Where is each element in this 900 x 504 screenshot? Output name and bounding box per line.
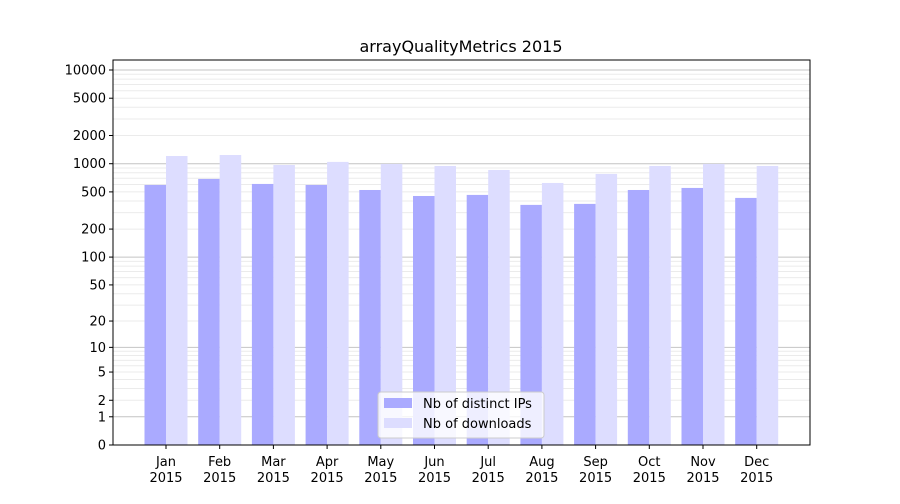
x-tick-label: Jan: [155, 455, 176, 470]
bar-ips: [413, 195, 435, 445]
bar-ips: [198, 178, 220, 446]
bar-ips: [251, 183, 274, 445]
bar-downloads: [595, 173, 618, 445]
legend-label: Nb of downloads: [423, 417, 532, 432]
y-tick-label: 0: [98, 439, 106, 454]
bar-ips: [681, 187, 703, 445]
legend-box: [377, 391, 545, 439]
bar-downloads: [166, 155, 188, 445]
bar-downloads: [541, 182, 564, 445]
legend-label: Nb of distinct IPs: [423, 397, 532, 412]
y-tick-label: 500: [81, 185, 106, 200]
bar-downloads: [703, 163, 725, 445]
bar-downloads: [488, 169, 510, 445]
bar-ips: [627, 189, 650, 445]
bar-ips: [466, 194, 489, 445]
bar-downloads: [434, 165, 456, 445]
y-tick-label: 200: [81, 223, 106, 238]
y-tick-label: 50: [89, 278, 106, 293]
bar-downloads: [219, 154, 242, 446]
x-tick-label: 2015: [149, 471, 182, 486]
x-tick-label: 2015: [686, 471, 719, 486]
y-tick-label: 10000: [65, 63, 106, 78]
y-tick-label: 1: [98, 410, 106, 425]
x-tick-label: Oct: [638, 455, 660, 470]
x-tick-label: Nov: [690, 455, 716, 470]
legend-swatch: [384, 398, 412, 408]
x-tick-label: May: [367, 455, 394, 470]
x-tick-label: Dec: [744, 455, 769, 470]
x-tick-label: 2015: [311, 471, 344, 486]
bar-ips: [574, 203, 596, 445]
x-tick-label: Aug: [529, 455, 554, 470]
x-tick-label: Jun: [423, 455, 444, 470]
x-tick-label: 2015: [579, 471, 612, 486]
x-tick-label: 2015: [525, 471, 558, 486]
y-tick-label: 20: [89, 315, 106, 330]
bar-downloads: [273, 164, 295, 445]
x-tick-label: 2015: [203, 471, 236, 486]
x-tick-label: Sep: [583, 455, 608, 470]
bar-ips: [735, 197, 757, 445]
x-tick-label: Mar: [261, 455, 286, 470]
y-tick-label: 2000: [73, 129, 106, 144]
bar-ips: [359, 189, 381, 445]
x-tick-label: 2015: [472, 471, 505, 486]
y-tick-label: 2: [98, 394, 106, 409]
bar-ips: [144, 184, 166, 445]
bar-ips: [305, 184, 328, 445]
legend-swatch: [384, 418, 412, 428]
x-tick-label: 2015: [257, 471, 290, 486]
x-tick-label: 2015: [364, 471, 397, 486]
x-tick-label: Apr: [316, 455, 339, 470]
y-tick-label: 1000: [73, 157, 106, 172]
y-tick-label: 10: [89, 341, 106, 356]
plot-frame: [112, 59, 811, 446]
bar-downloads: [649, 165, 671, 445]
bar-downloads: [327, 161, 349, 446]
bar-downloads: [380, 163, 403, 445]
x-tick-label: 2015: [740, 471, 773, 486]
x-tick-label: 2015: [633, 471, 666, 486]
chart-title: arrayQualityMetrics 2015: [359, 37, 562, 56]
y-tick-label: 5000: [73, 92, 106, 107]
y-tick-label: 100: [81, 251, 106, 266]
x-tick-label: 2015: [418, 471, 451, 486]
x-tick-label: Feb: [208, 455, 231, 470]
y-tick-label: 5: [98, 366, 106, 381]
bar-ips: [520, 204, 542, 445]
x-tick-label: Jul: [479, 455, 496, 470]
bar-downloads: [756, 165, 779, 445]
